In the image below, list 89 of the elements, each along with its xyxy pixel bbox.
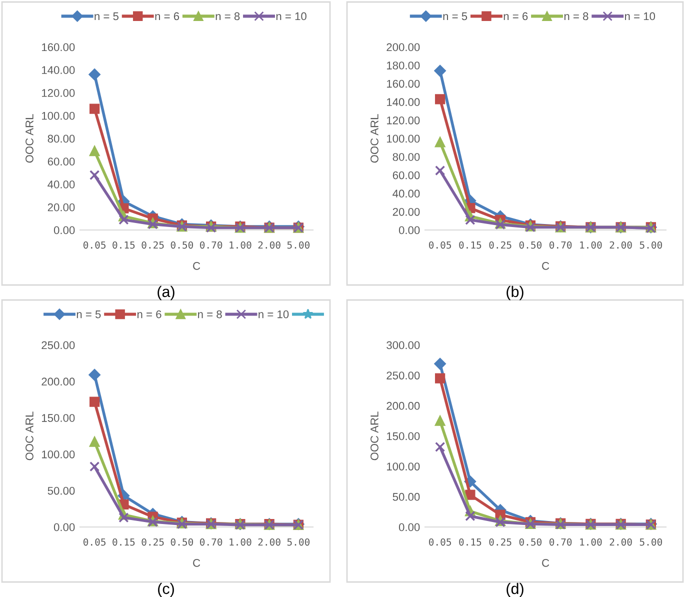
text: (c) [158,582,174,597]
y-tick-label: 250.00 [386,372,420,380]
y-tick-label: 60.00 [392,171,420,180]
x-axis-title: C [193,262,200,270]
legend-label: n = 6 [155,12,180,20]
text: (d) [506,582,524,597]
y-tick-label: 0.00 [54,523,75,532]
x-tick-label: 0.05 [428,538,451,546]
x-axis-title: C [542,558,550,567]
legend-label: n = 10 [276,12,306,20]
x-axis-title: C [542,262,550,270]
y-tick-label: 0.00 [54,226,75,234]
y-tick-label: 100.00 [42,112,75,120]
y-tick-label: 120.00 [42,89,75,97]
legend-label: n = 6 [137,310,162,318]
x-tick-label: 0.50 [519,538,542,546]
y-tick-label: 140.00 [387,98,420,106]
x-tick-label: 5.00 [287,538,310,546]
y-tick-label: 120.00 [387,116,420,124]
y-tick-label: 40.00 [48,180,75,188]
y-tick-label: 150.00 [42,414,75,422]
legend-label: n = 5 [76,310,101,318]
legend-label: n = 8 [198,310,222,318]
y-axis-title: OOC ARL [370,114,378,163]
y-tick-label: 60.00 [48,158,75,166]
y-tick-label: 20.00 [392,208,420,216]
x-tick-label: 5.00 [287,241,310,249]
x-tick-label: 2.00 [258,538,280,546]
x-tick-label: 0.15 [112,538,135,546]
x-tick-label: 0.05 [428,241,451,249]
y-tick-label: 50.00 [48,486,75,495]
text: (a) [158,286,174,300]
legend-label: n = 8 [564,12,588,20]
x-tick-label: 0.70 [200,241,222,249]
y-axis-title: OOC ARL [370,412,378,460]
x-tick-label: 0.50 [170,241,194,249]
y-tick-label: 100.00 [387,462,420,470]
x-tick-label: 0.15 [459,241,482,249]
x-tick-label: 2.00 [610,538,632,546]
x-tick-label: 0.25 [142,241,164,249]
y-tick-label: 200.00 [386,402,420,410]
legend-label: n = 5 [443,12,468,20]
x-tick-label: 5.00 [640,241,662,249]
y-tick-label: 40.00 [392,190,420,198]
y-tick-label: 300.00 [386,341,420,350]
y-tick-label: 100.00 [387,134,420,143]
x-tick-label: 0.70 [200,538,222,546]
x-tick-label: 0.70 [549,241,572,249]
y-tick-label: 160.00 [387,80,420,88]
x-tick-label: 0.50 [519,241,542,249]
x-tick-label: 0.05 [83,241,106,249]
y-tick-label: 80.00 [392,153,420,161]
legend-label: n = 10 [625,12,656,20]
y-tick-label: 140.00 [42,66,75,74]
y-tick-label: 250.00 [42,341,75,350]
y-tick-label: 200.00 [42,378,75,386]
y-tick-label: 50.00 [392,492,420,501]
x-tick-label: 0.15 [112,241,135,249]
text: (b) [506,286,524,300]
x-tick-label: 2.00 [610,241,632,249]
x-tick-label: 1.00 [230,538,252,546]
x-tick-label: 0.25 [489,241,512,249]
x-tick-label: 1.00 [580,538,602,546]
x-tick-label: 0.05 [83,538,106,546]
y-tick-label: 200.00 [386,43,420,52]
y-tick-label: 180.00 [387,62,420,70]
x-tick-label: 0.50 [170,538,194,546]
x-tick-label: 0.15 [459,538,482,546]
y-tick-label: 80.00 [48,134,75,143]
y-tick-label: 0.00 [398,523,420,532]
legend-label: n = 6 [504,12,528,20]
y-tick-label: 100.00 [42,450,75,458]
y-axis-title: OOC ARL [26,412,34,460]
y-axis-title: OOC ARL [26,114,34,163]
x-axis-title: C [193,558,200,567]
y-tick-label: 20.00 [48,203,75,212]
y-tick-label: 160.00 [42,43,75,52]
x-tick-label: 0.25 [142,538,164,546]
y-tick-label: 0.00 [398,226,420,234]
y-tick-label: 150.00 [387,432,420,440]
x-tick-label: 1.00 [580,241,602,249]
x-tick-label: 0.25 [489,538,512,546]
legend-label: n = 10 [258,310,289,318]
x-tick-label: 5.00 [640,538,662,546]
x-tick-label: 1.00 [230,241,252,249]
x-tick-label: 2.00 [258,241,280,249]
x-tick-label: 0.70 [549,538,572,546]
legend-label: n = 8 [216,12,240,20]
legend-label: n = 5 [94,12,118,20]
